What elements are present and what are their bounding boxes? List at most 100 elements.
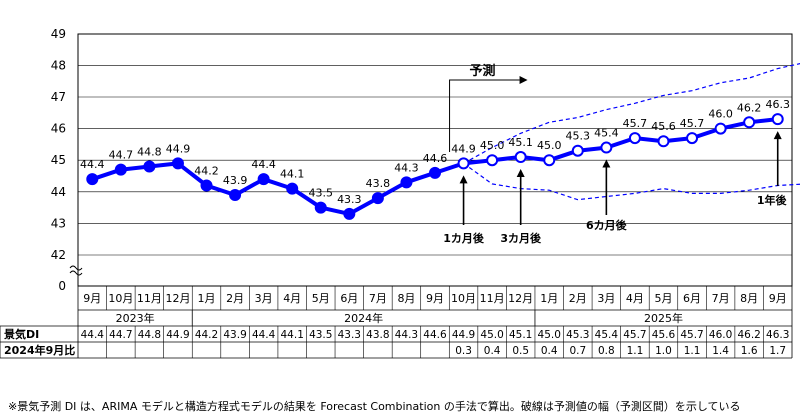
- month-label: 3月: [255, 292, 273, 305]
- month-label: 11月: [137, 292, 162, 305]
- year-label: 2024年: [344, 311, 383, 325]
- month-label: 2月: [569, 292, 587, 305]
- data-label: 43.3: [337, 193, 362, 206]
- month-label: 6月: [340, 292, 358, 305]
- data-label: 44.9: [166, 142, 191, 155]
- data-point: [657, 135, 670, 148]
- data-label: 43.9: [223, 174, 248, 187]
- di-value-cell: 44.9: [452, 329, 475, 341]
- horizon-arrow-icon: [459, 175, 468, 184]
- data-label: 43.5: [309, 187, 334, 200]
- row-header-diff: 2024年9月比: [4, 343, 75, 357]
- di-value-cell: 44.6: [423, 329, 447, 341]
- month-label: 8月: [397, 292, 415, 305]
- y-tick-label: 42: [51, 248, 66, 262]
- di-value-cell: 46.2: [737, 329, 760, 341]
- data-point: [486, 154, 499, 167]
- data-point: [600, 141, 613, 154]
- month-label: 7月: [369, 292, 387, 305]
- data-label: 43.8: [366, 177, 391, 190]
- y-tick-label: 48: [51, 58, 66, 72]
- diff-value-cell: 0.7: [569, 345, 586, 357]
- di-value-cell: 45.0: [480, 329, 503, 341]
- diff-value-cell: 0.3: [455, 345, 472, 357]
- data-point: [371, 192, 384, 205]
- y-tick-label: 47: [51, 90, 66, 104]
- data-point: [400, 176, 413, 189]
- di-value-cell: 46.3: [766, 329, 789, 341]
- month-label: 7月: [712, 292, 730, 305]
- data-point: [86, 173, 99, 186]
- di-value-cell: 45.7: [680, 329, 703, 341]
- data-point: [457, 157, 470, 170]
- month-label: 9月: [769, 292, 787, 305]
- data-point: [543, 154, 556, 167]
- data-label: 44.6: [423, 152, 448, 165]
- data-point: [686, 132, 699, 145]
- y-tick-label: 46: [51, 122, 66, 136]
- month-label: 3月: [597, 292, 615, 305]
- month-label: 2月: [226, 292, 244, 305]
- month-label: 11月: [480, 292, 505, 305]
- year-label: 2025年: [644, 311, 683, 325]
- horizon-label: 1年後: [757, 193, 788, 207]
- di-value-cell: 44.3: [395, 329, 418, 341]
- y-tick-label: 0: [58, 279, 66, 293]
- data-point: [343, 207, 356, 220]
- horizon-arrow-icon: [516, 169, 525, 178]
- y-tick-label: 44: [51, 185, 66, 199]
- horizon-arrow-icon: [773, 131, 782, 140]
- di-value-cell: 43.5: [309, 329, 332, 341]
- data-label: 44.2: [194, 164, 219, 177]
- di-value-cell: 44.4: [252, 329, 276, 341]
- horizon-label: 3カ月後: [500, 231, 542, 245]
- data-label: 45.4: [594, 127, 619, 140]
- data-label: 45.0: [537, 139, 562, 152]
- month-label: 9月: [83, 292, 101, 305]
- month-label: 1月: [540, 292, 558, 305]
- data-label: 45.1: [508, 136, 533, 149]
- diff-value-cell: 0.8: [598, 345, 615, 357]
- month-label: 10月: [451, 292, 476, 305]
- forecast-arrow-icon: [519, 76, 528, 84]
- di-value-cell: 44.9: [166, 329, 189, 341]
- month-label: 9月: [426, 292, 444, 305]
- month-label: 12月: [165, 292, 190, 305]
- horizon-arrow-icon: [602, 159, 611, 168]
- forecast-bracket: [449, 79, 520, 152]
- row-header-di: 景気DI: [3, 327, 39, 341]
- data-label: 44.4: [80, 158, 105, 171]
- di-value-cell: 45.1: [509, 329, 532, 341]
- data-label: 44.7: [109, 149, 134, 162]
- data-label: 44.9: [451, 142, 476, 155]
- diff-value-cell: 1.6: [741, 345, 758, 357]
- data-point: [200, 179, 213, 192]
- month-label: 12月: [508, 292, 533, 305]
- data-label: 45.7: [623, 117, 648, 130]
- di-value-cell: 44.8: [138, 329, 161, 341]
- interval-upper-line: [463, 62, 800, 164]
- horizon-label: 1カ月後: [443, 231, 485, 245]
- month-label: 5月: [654, 292, 672, 305]
- data-point: [429, 166, 441, 179]
- month-label: 6月: [683, 292, 701, 305]
- data-point: [229, 188, 242, 201]
- data-label: 44.3: [394, 161, 419, 174]
- di-value-cell: 45.6: [652, 329, 676, 341]
- data-point: [143, 160, 156, 173]
- data-label: 44.1: [280, 168, 305, 181]
- data-label: 44.8: [137, 146, 162, 159]
- di-value-cell: 43.3: [338, 329, 361, 341]
- data-label: 45.6: [651, 120, 676, 133]
- data-point: [114, 163, 127, 176]
- data-label: 46.2: [737, 101, 762, 114]
- di-value-cell: 44.4: [81, 329, 105, 341]
- diff-value-cell: 0.4: [541, 345, 558, 357]
- di-value-cell: 45.7: [623, 329, 646, 341]
- month-label: 10月: [108, 292, 133, 305]
- y-tick-label: 43: [51, 216, 66, 230]
- di-value-cell: 44.1: [281, 329, 304, 341]
- di-value-cell: 43.9: [223, 329, 246, 341]
- data-label: 45.7: [680, 117, 705, 130]
- diff-value-cell: 1.4: [712, 345, 729, 357]
